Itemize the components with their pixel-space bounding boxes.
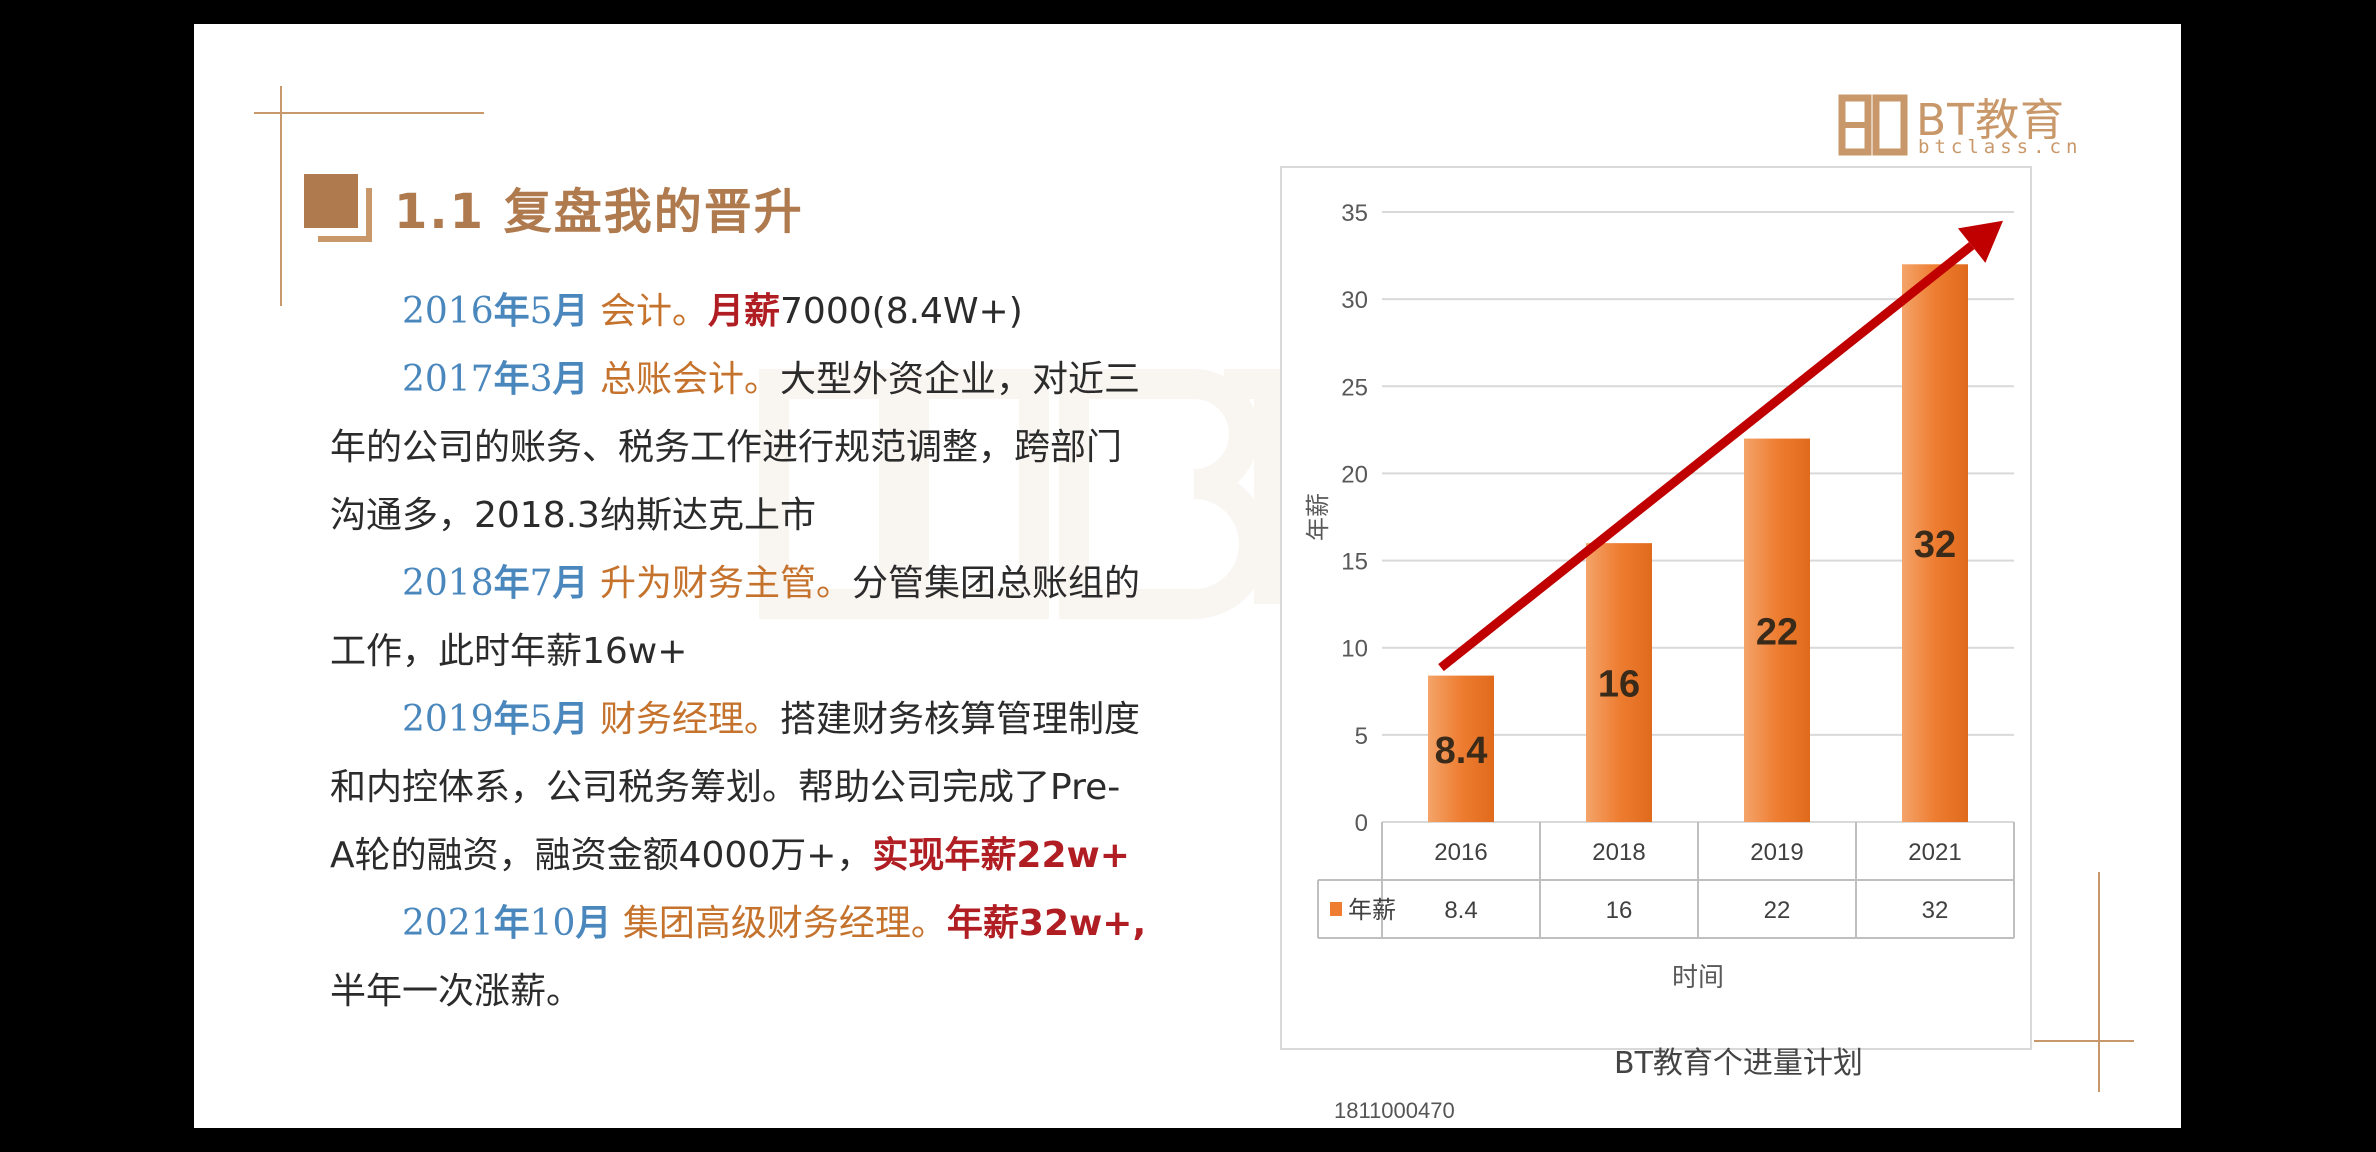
paragraph-2021: 2021年10月 集团高级财务经理。年薪32w+, <box>330 890 1180 958</box>
date-2016: 2016年5月 <box>402 291 589 332</box>
table-value: 16 <box>1606 897 1633 924</box>
paragraph-2018: 2018年7月 升为财务主管。分管集团总账组的 <box>330 550 1180 618</box>
bar-data-label: 22 <box>1756 611 1798 653</box>
trend-arrow-shaft <box>1438 242 1975 672</box>
legend-series-name: 年薪 <box>1348 896 1396 924</box>
x-category-label: 2021 <box>1908 839 1961 866</box>
body-text: 分管集团总账组的 <box>852 563 1141 604</box>
x-category-label: 2016 <box>1434 839 1487 866</box>
trend-arrow-head-icon <box>1957 220 2003 263</box>
bar <box>1744 438 1810 822</box>
body-line: 沟通多，2018.3纳斯达克上市 <box>330 495 816 536</box>
body-text: 7000(8.4W+) <box>780 291 1023 332</box>
table-value: 8.4 <box>1444 897 1477 924</box>
bar <box>1586 543 1652 822</box>
body-line: A轮的融资，融资金额4000万+，实现年薪22w+ <box>330 835 1130 876</box>
y-tick-label: 15 <box>1341 549 1368 576</box>
body-text: 搭建财务核算管理制度 <box>780 699 1141 740</box>
paragraph-2017: 2017年3月 总账会计。大型外资企业，对近三 <box>330 346 1180 414</box>
y-tick-label: 35 <box>1341 200 1368 227</box>
highlight-text: 月薪 <box>708 291 781 332</box>
role-text: 会计。 <box>588 291 709 332</box>
legend-swatch <box>1330 902 1342 916</box>
x-category-label: 2019 <box>1750 839 1803 866</box>
corner-line-vertical-br <box>2098 872 2100 1092</box>
slide: 1.1 复盘我的晋升 BT教育 btclass.cn 2016年5月 会计。月薪… <box>194 24 2181 1128</box>
y-tick-label: 5 <box>1355 723 1368 750</box>
y-axis-label: 年薪 <box>1304 493 1332 541</box>
highlight-text: 实现年薪22w+ <box>872 835 1130 876</box>
career-text: 2016年5月 会计。月薪7000(8.4W+) 2017年3月 总账会计。大型… <box>330 278 1180 1026</box>
date-2017: 2017年3月 <box>402 359 589 400</box>
bar <box>1902 264 1968 822</box>
highlight-text: 年薪32w+, <box>946 903 1147 944</box>
role-text: 总账会计。 <box>588 359 781 400</box>
bar-data-label: 8.4 <box>1435 730 1488 772</box>
date-2019: 2019年5月 <box>402 699 589 740</box>
table-value: 32 <box>1922 897 1949 924</box>
body-line: 半年一次涨薪。 <box>330 971 583 1012</box>
bar-data-label: 32 <box>1914 524 1956 566</box>
paragraph-2016: 2016年5月 会计。月薪7000(8.4W+) <box>330 278 1180 346</box>
body-line: 和内控体系，公司税务筹划。帮助公司完成了Pre- <box>330 767 1121 808</box>
bar <box>1428 675 1494 822</box>
y-tick-label: 0 <box>1355 810 1368 837</box>
bt-logo-icon <box>1838 94 1908 156</box>
date-2018: 2018年7月 <box>402 563 589 604</box>
body-text: 大型外资企业，对近三 <box>780 359 1141 400</box>
y-tick-label: 25 <box>1341 374 1368 401</box>
x-axis-label: 时间 <box>1672 963 1724 993</box>
bar-data-label: 16 <box>1598 664 1640 706</box>
footer-partial-text: BT教育个进量计划 <box>1614 1046 1863 1081</box>
logo-text: BT教育 <box>1916 95 2066 146</box>
role-text: 升为财务主管。 <box>588 563 853 604</box>
y-tick-label: 20 <box>1341 461 1368 488</box>
chart-svg: 0 5 10 15 20 25 30 35 年薪 8.4 16 22 32 2016 8.4 2018 16… <box>1304 200 2015 993</box>
role-text: 集团高级财务经理。 <box>611 903 947 944</box>
page-title: 1.1 复盘我的晋升 <box>394 184 804 240</box>
date-2021: 2021年10月 <box>402 903 612 944</box>
footer-id: 1811000470 <box>1334 1098 1455 1123</box>
y-tick-label: 30 <box>1341 287 1368 314</box>
corner-line-vertical <box>280 86 282 306</box>
corner-line-horizontal <box>254 112 484 114</box>
corner-line-horizontal-br <box>2034 1040 2134 1042</box>
y-tick-label: 10 <box>1341 636 1368 663</box>
role-text: 财务经理。 <box>588 699 781 740</box>
paragraph-2019: 2019年5月 财务经理。搭建财务核算管理制度 <box>330 686 1180 754</box>
title-square-icon <box>304 174 374 244</box>
x-category-label: 2018 <box>1592 839 1645 866</box>
body-line: 年的公司的账务、税务工作进行规范调整，跨部门 <box>330 427 1123 468</box>
salary-chart: 0 5 10 15 20 25 30 35 年薪 8.4 16 22 32 2016 8.4 2018 16… <box>1280 166 2032 1050</box>
table-value: 22 <box>1764 897 1791 924</box>
logo-subtext: btclass.cn <box>1918 136 2083 158</box>
body-line: 工作，此时年薪16w+ <box>330 631 688 672</box>
